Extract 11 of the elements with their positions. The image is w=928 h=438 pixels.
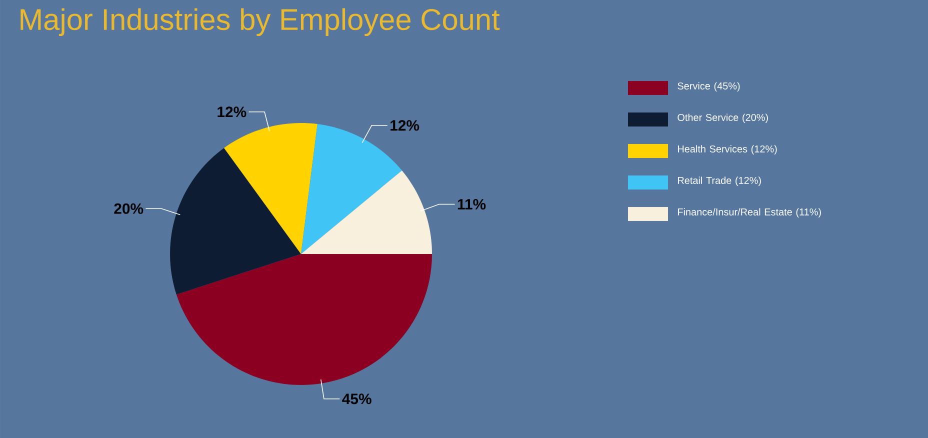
data-label: 45% xyxy=(342,394,372,404)
chart-title: Major Industries by Employee Count xyxy=(20,8,500,36)
legend-label: Retail Trade (12%) xyxy=(678,176,761,186)
data-label: 12% xyxy=(218,106,246,118)
legend-label: Health Services (12%) xyxy=(678,145,777,154)
legend-label: Finance/Insur/Real Estate (11%) xyxy=(678,208,821,218)
data-label: 12% xyxy=(390,120,420,131)
data-label: 20% xyxy=(114,203,144,214)
data-label: 11% xyxy=(458,199,486,210)
legend-label: Service (45%) xyxy=(678,82,740,92)
legend-label: Other Service (20%) xyxy=(678,114,768,123)
